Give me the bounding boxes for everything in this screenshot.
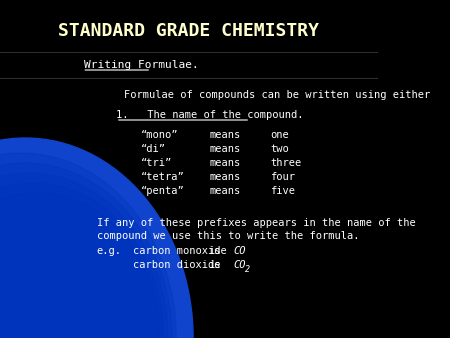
Text: “mono”: “mono”	[141, 130, 179, 140]
Text: STANDARD GRADE CHEMISTRY: STANDARD GRADE CHEMISTRY	[58, 22, 320, 40]
Text: “di”: “di”	[141, 144, 166, 154]
Text: carbon dioxide: carbon dioxide	[133, 260, 220, 270]
Text: means: means	[210, 144, 241, 154]
Text: CO: CO	[234, 246, 246, 256]
Text: “penta”: “penta”	[141, 186, 185, 196]
Text: CO: CO	[234, 260, 246, 270]
Text: means: means	[210, 172, 241, 182]
Text: is: is	[208, 246, 220, 256]
Text: means: means	[210, 130, 241, 140]
Text: e.g.: e.g.	[97, 246, 122, 256]
Text: five: five	[270, 186, 295, 196]
Text: means: means	[210, 186, 241, 196]
Text: three: three	[270, 158, 302, 168]
Text: Writing Formulae.: Writing Formulae.	[84, 60, 199, 70]
Text: “tetra”: “tetra”	[141, 172, 185, 182]
Circle shape	[0, 153, 176, 338]
Text: means: means	[210, 158, 241, 168]
Text: is: is	[208, 260, 220, 270]
Text: Formulae of compounds can be written using either: Formulae of compounds can be written usi…	[124, 90, 431, 100]
Text: 1.   The name of the compound.: 1. The name of the compound.	[116, 110, 303, 120]
Text: two: two	[270, 144, 289, 154]
Circle shape	[0, 193, 159, 338]
Text: 2: 2	[245, 265, 250, 274]
Text: one: one	[270, 130, 289, 140]
Text: carbon monoxide: carbon monoxide	[133, 246, 226, 256]
Circle shape	[0, 173, 168, 338]
Circle shape	[0, 163, 172, 338]
Text: four: four	[270, 172, 295, 182]
Text: If any of these prefixes appears in the name of the: If any of these prefixes appears in the …	[97, 218, 415, 228]
Circle shape	[0, 183, 164, 338]
Text: “tri”: “tri”	[141, 158, 172, 168]
Text: compound we use this to write the formula.: compound we use this to write the formul…	[97, 231, 359, 241]
Circle shape	[0, 138, 193, 338]
